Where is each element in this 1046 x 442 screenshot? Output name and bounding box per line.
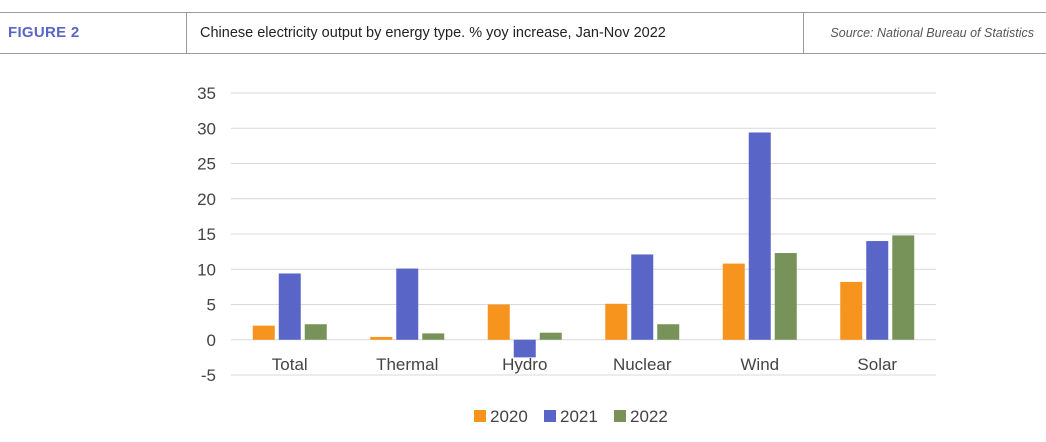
bar-wind-2022 bbox=[774, 253, 797, 340]
header-divider bbox=[186, 13, 187, 53]
legend-label: 2022 bbox=[630, 407, 668, 426]
bar-wind-2020 bbox=[722, 263, 745, 340]
legend-label: 2021 bbox=[560, 407, 598, 426]
y-tick-label: 10 bbox=[197, 260, 216, 279]
x-category-label: Wind bbox=[740, 355, 779, 374]
bar-solar-2022 bbox=[892, 235, 915, 340]
y-tick-label: 30 bbox=[197, 119, 216, 138]
bar-thermal-2021 bbox=[396, 268, 419, 340]
bar-hydro-2020 bbox=[487, 304, 510, 340]
figure-source: Source: National Bureau of Statistics bbox=[830, 26, 1034, 40]
y-axis-ticks: -5 0 5 10 15 20 25 30 35 bbox=[197, 84, 216, 385]
y-tick-label: 35 bbox=[197, 84, 216, 103]
bar-nuclear-2021 bbox=[631, 254, 654, 340]
bar-hydro-2021 bbox=[513, 339, 536, 358]
bar-hydro-2022 bbox=[539, 332, 562, 340]
y-tick-label: -5 bbox=[201, 366, 216, 385]
y-tick-label: 20 bbox=[197, 190, 216, 209]
bar-thermal-2022 bbox=[422, 333, 445, 340]
bar-solar-2021 bbox=[866, 241, 889, 340]
bars bbox=[252, 132, 915, 358]
bar-nuclear-2022 bbox=[657, 324, 680, 340]
x-axis-labels: Total Thermal Hydro Nuclear Wind Solar bbox=[272, 355, 898, 374]
legend: 2020 2021 2022 bbox=[474, 407, 668, 426]
figure-header: FIGURE 2 Chinese electricity output by e… bbox=[0, 12, 1046, 54]
gridlines bbox=[231, 92, 936, 376]
legend-swatch-2020 bbox=[474, 410, 486, 422]
x-category-label: Solar bbox=[857, 355, 897, 374]
legend-label: 2020 bbox=[490, 407, 528, 426]
bar-total-2021 bbox=[278, 273, 301, 340]
x-category-label: Nuclear bbox=[613, 355, 672, 374]
legend-swatch-2022 bbox=[614, 410, 626, 422]
bar-wind-2021 bbox=[748, 132, 771, 340]
figure-title: Chinese electricity output by energy typ… bbox=[200, 25, 666, 41]
y-tick-label: 5 bbox=[207, 296, 216, 315]
bar-nuclear-2020 bbox=[605, 303, 628, 340]
y-tick-label: 0 bbox=[207, 331, 216, 350]
y-tick-label: 15 bbox=[197, 225, 216, 244]
x-category-label: Thermal bbox=[376, 355, 438, 374]
figure-label: FIGURE 2 bbox=[8, 24, 80, 41]
legend-swatch-2021 bbox=[544, 410, 556, 422]
x-category-label: Total bbox=[272, 355, 308, 374]
header-divider bbox=[803, 13, 804, 53]
x-category-label: Hydro bbox=[502, 355, 547, 374]
bar-total-2022 bbox=[304, 324, 327, 340]
bar-total-2020 bbox=[252, 325, 275, 340]
bar-chart: -5 0 5 10 15 20 25 30 35 Total Thermal Hydro Nuclea… bbox=[197, 84, 936, 426]
bar-solar-2020 bbox=[840, 281, 863, 340]
bar-thermal-2020 bbox=[370, 336, 393, 340]
y-tick-label: 25 bbox=[197, 155, 216, 174]
